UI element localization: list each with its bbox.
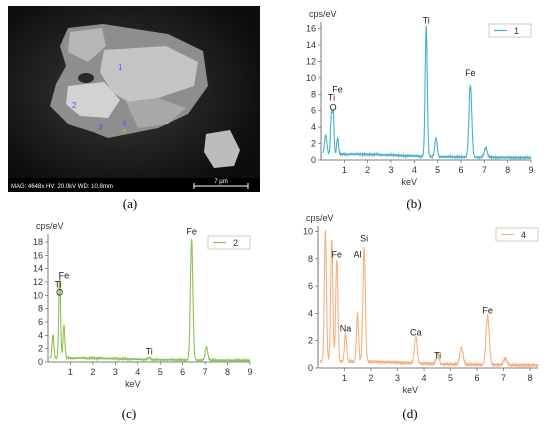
y-tick-label: 8 <box>308 254 313 264</box>
y-tick-label: 8 <box>311 89 316 99</box>
legend-entry: 2 <box>233 238 238 248</box>
x-tick-label: 7 <box>501 373 506 383</box>
legend-entry: 1 <box>514 26 519 36</box>
y-tick-label: 8 <box>38 304 43 314</box>
peak-label: Fe <box>59 270 70 280</box>
legend: 2 <box>207 235 251 250</box>
y-tick-label: 6 <box>308 281 313 291</box>
sem-info: MAG: 4648x HV: 20.0kV WD: 10.8mm <box>11 184 113 190</box>
y-tick-label: 14 <box>33 264 43 274</box>
caption-c: (c) <box>121 406 137 421</box>
x-tick-label: 2 <box>90 367 95 377</box>
y-tick-label: 12 <box>306 56 316 66</box>
y-tick-label: 10 <box>303 226 313 236</box>
y-tick-label: 2 <box>38 344 43 354</box>
peak-label: Fe <box>465 68 476 78</box>
x-tick-label: 4 <box>412 165 417 175</box>
y-tick-label: 18 <box>33 237 43 247</box>
x-tick-label: 3 <box>395 373 400 383</box>
peak-label: Ti <box>55 280 62 290</box>
peak-label: O <box>56 288 63 298</box>
caption-b: (b) <box>406 196 422 211</box>
peak-label: Ti <box>328 93 335 103</box>
y-tick-label: 6 <box>311 106 316 116</box>
x-tick-label: 7 <box>482 165 487 175</box>
legend: 4 <box>495 227 539 242</box>
x-tick-label: 1 <box>342 165 347 175</box>
legend-entry: 4 <box>521 230 526 240</box>
x-axis-label: keV <box>125 379 141 389</box>
peak-label: O <box>330 102 337 112</box>
y-axis-label: cps/eV <box>36 221 64 231</box>
y-tick-label: 10 <box>33 290 43 300</box>
x-tick-label: 5 <box>435 165 440 175</box>
x-tick-label: 8 <box>528 373 533 383</box>
x-tick-label: 1 <box>68 367 73 377</box>
y-tick-label: 12 <box>33 277 43 287</box>
x-tick-label: 9 <box>528 165 533 175</box>
peak-label: Fe <box>186 226 197 236</box>
y-tick-label: 6 <box>38 317 43 327</box>
x-axis-label: keV <box>403 385 419 395</box>
y-tick-label: 16 <box>33 250 43 260</box>
caption-a: (a) <box>122 196 138 211</box>
peak-label: Fe <box>482 306 493 316</box>
peak-label: Na <box>340 323 352 333</box>
scale-bar-label: 7 μm <box>214 179 227 185</box>
peak-label: Ti <box>146 346 153 356</box>
peak-label: Ti <box>423 15 430 25</box>
x-tick-label: 7 <box>203 367 208 377</box>
y-tick-label: 10 <box>306 73 316 83</box>
y-tick-label: 0 <box>38 357 43 367</box>
x-tick-label: 3 <box>388 165 393 175</box>
x-tick-label: 5 <box>448 373 453 383</box>
x-tick-label: 2 <box>365 165 370 175</box>
y-tick-label: 4 <box>311 122 316 132</box>
marker-4: 4 <box>122 119 127 128</box>
y-tick-label: 0 <box>311 155 316 165</box>
marker-3: 3 <box>98 123 103 132</box>
y-tick-label: 14 <box>306 40 316 50</box>
x-tick-label: 6 <box>475 373 480 383</box>
peak-label: Fe <box>332 250 343 260</box>
x-tick-label: 2 <box>369 373 374 383</box>
x-tick-label: 8 <box>505 165 510 175</box>
y-tick-label: 4 <box>308 308 313 318</box>
sem-image: 1 2 3 4 + MAG: 4648x HV: 20.0kV WD: 10.8… <box>8 6 260 192</box>
y-tick-label: 2 <box>311 139 316 149</box>
y-tick-label: 16 <box>306 24 316 34</box>
svg-text:+: + <box>122 126 127 135</box>
x-tick-label: 1 <box>342 373 347 383</box>
peak-label: Ca <box>410 328 422 338</box>
y-tick-label: 2 <box>308 336 313 346</box>
y-axis-label: cps/eV <box>306 213 334 223</box>
y-tick-label: 0 <box>308 363 313 373</box>
peak-label: Ti <box>434 351 441 361</box>
x-tick-label: 3 <box>113 367 118 377</box>
x-tick-label: 6 <box>180 367 185 377</box>
x-tick-label: 8 <box>225 367 230 377</box>
y-tick-label: 4 <box>38 330 43 340</box>
peak-label: Al <box>353 250 361 260</box>
x-tick-label: 4 <box>422 373 427 383</box>
x-tick-label: 4 <box>135 367 140 377</box>
marker-2: 2 <box>72 101 77 110</box>
peak-label: Si <box>360 233 368 243</box>
x-axis-label: keV <box>401 177 417 187</box>
x-tick-label: 5 <box>158 367 163 377</box>
spectrum-line <box>322 25 532 161</box>
caption-d: (d) <box>402 406 418 421</box>
marker-1: 1 <box>118 63 123 72</box>
sem-image-canvas: 1 2 3 4 + MAG: 4648x HV: 20.0kV WD: 10.8… <box>8 6 260 192</box>
spectrum-line <box>319 230 539 369</box>
legend: 1 <box>488 23 532 38</box>
peak-label: Fe <box>332 84 343 94</box>
y-axis-label: cps/eV <box>309 9 337 19</box>
x-tick-label: 6 <box>458 165 463 175</box>
spectrum-line <box>49 238 251 364</box>
x-tick-label: 9 <box>247 367 252 377</box>
